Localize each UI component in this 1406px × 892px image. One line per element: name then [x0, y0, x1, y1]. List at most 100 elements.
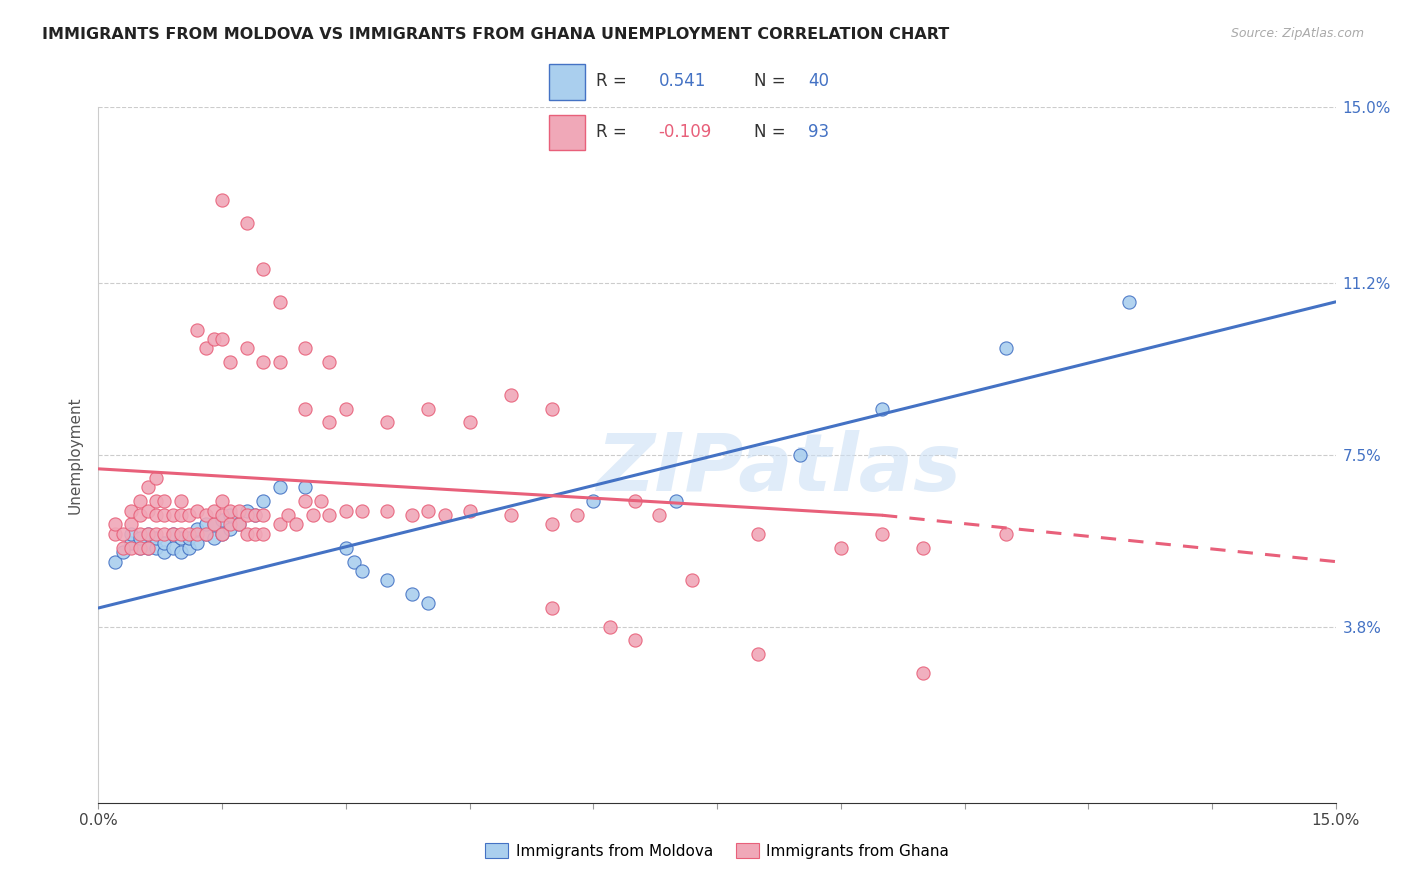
Point — [418, 503, 440, 517]
Point — [136, 503, 159, 517]
Text: 40: 40 — [808, 72, 830, 90]
Point — [145, 526, 167, 541]
Point — [375, 416, 398, 430]
Point — [912, 665, 935, 680]
Point — [219, 508, 242, 523]
Point — [120, 526, 142, 541]
Point — [352, 564, 374, 578]
Point — [153, 494, 176, 508]
Point — [243, 508, 266, 523]
Point — [994, 341, 1017, 355]
Point — [623, 633, 645, 648]
Point — [153, 526, 176, 541]
Point — [309, 494, 332, 508]
Point — [145, 508, 167, 523]
Point — [179, 532, 201, 546]
Point — [648, 508, 671, 523]
Point — [236, 341, 259, 355]
Point — [681, 573, 703, 587]
Point — [285, 517, 308, 532]
Point — [186, 536, 208, 550]
Point — [112, 541, 135, 555]
Point — [294, 480, 316, 494]
Point — [179, 541, 201, 555]
Point — [104, 517, 127, 532]
Point — [236, 508, 259, 523]
Point — [202, 517, 225, 532]
Point — [458, 416, 481, 430]
Point — [352, 503, 374, 517]
Point — [623, 494, 645, 508]
Point — [211, 526, 233, 541]
Point — [194, 341, 217, 355]
Point — [582, 494, 605, 508]
Point — [104, 555, 127, 569]
Point — [112, 545, 135, 559]
Point — [747, 526, 769, 541]
Point — [277, 508, 299, 523]
Point — [294, 341, 316, 355]
Point — [243, 508, 266, 523]
Point — [269, 517, 291, 532]
Point — [236, 216, 259, 230]
Point — [541, 601, 564, 615]
Point — [269, 480, 291, 494]
Text: ZIPatlas: ZIPatlas — [596, 430, 962, 508]
Point — [194, 517, 217, 532]
Point — [747, 648, 769, 662]
Text: -0.109: -0.109 — [658, 123, 711, 141]
Point — [236, 526, 259, 541]
Point — [128, 532, 150, 546]
Point — [252, 508, 274, 523]
Text: 0.541: 0.541 — [658, 72, 706, 90]
Point — [294, 494, 316, 508]
Point — [153, 508, 176, 523]
Point — [194, 526, 217, 541]
Legend: Immigrants from Moldova, Immigrants from Ghana: Immigrants from Moldova, Immigrants from… — [479, 837, 955, 864]
Point — [112, 526, 135, 541]
Point — [375, 573, 398, 587]
Point — [186, 323, 208, 337]
Point — [541, 517, 564, 532]
Point — [120, 503, 142, 517]
Point — [252, 262, 274, 277]
Point — [211, 526, 233, 541]
Point — [458, 503, 481, 517]
Point — [599, 619, 621, 633]
Text: IMMIGRANTS FROM MOLDOVA VS IMMIGRANTS FROM GHANA UNEMPLOYMENT CORRELATION CHART: IMMIGRANTS FROM MOLDOVA VS IMMIGRANTS FR… — [42, 27, 949, 42]
Point — [433, 508, 456, 523]
Text: R =: R = — [596, 123, 627, 141]
Point — [128, 494, 150, 508]
Point — [128, 508, 150, 523]
Point — [499, 387, 522, 401]
Point — [120, 536, 142, 550]
Point — [335, 401, 357, 416]
Point — [565, 508, 588, 523]
FancyBboxPatch shape — [548, 64, 585, 100]
Text: 93: 93 — [808, 123, 830, 141]
Point — [269, 294, 291, 309]
Point — [375, 503, 398, 517]
Point — [202, 332, 225, 346]
Point — [335, 541, 357, 555]
Point — [136, 541, 159, 555]
Point — [211, 494, 233, 508]
Point — [128, 541, 150, 555]
Point — [186, 503, 208, 517]
Point — [186, 526, 208, 541]
Point — [145, 532, 167, 546]
Point — [335, 503, 357, 517]
Text: N =: N = — [754, 72, 785, 90]
Text: Source: ZipAtlas.com: Source: ZipAtlas.com — [1230, 27, 1364, 40]
Point — [153, 545, 176, 559]
Point — [162, 541, 184, 555]
Point — [136, 526, 159, 541]
Point — [162, 526, 184, 541]
Point — [252, 355, 274, 369]
Point — [252, 526, 274, 541]
Point — [219, 517, 242, 532]
Point — [202, 517, 225, 532]
Point — [120, 541, 142, 555]
Point — [145, 541, 167, 555]
Y-axis label: Unemployment: Unemployment — [67, 396, 83, 514]
